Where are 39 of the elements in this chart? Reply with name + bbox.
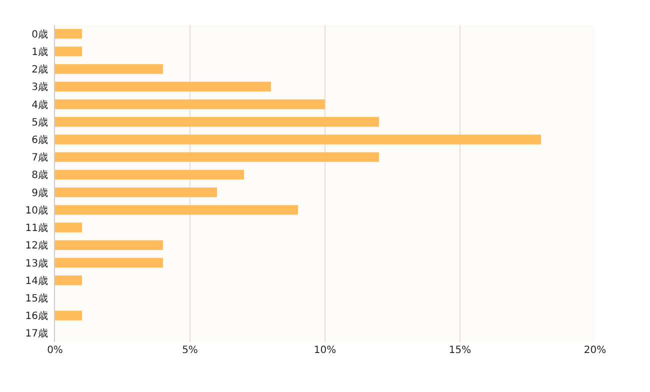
y-tick-label: 9歳 — [32, 186, 48, 199]
y-tick-label: 16歳 — [25, 310, 48, 322]
bar — [55, 64, 163, 74]
bar — [55, 99, 325, 110]
y-tick-label: 6歳 — [32, 134, 48, 146]
bar — [55, 222, 82, 232]
bar — [55, 310, 82, 320]
bar — [55, 28, 82, 39]
y-tick-label: 5歳 — [32, 116, 48, 128]
bar — [55, 187, 217, 198]
y-tick-label: 3歳 — [32, 81, 48, 94]
y-tick-label: 13歳 — [25, 257, 48, 270]
y-tick-label: 17歳 — [25, 328, 48, 340]
bar — [55, 240, 163, 250]
y-tick-label: 12歳 — [25, 240, 48, 252]
bar — [55, 276, 82, 286]
x-tick-label: 10% — [314, 345, 336, 356]
y-tick-label: 11歳 — [25, 222, 48, 234]
y-tick-label: 0歳 — [32, 28, 48, 40]
y-tick-label: 7歳 — [32, 152, 48, 164]
x-tick-label: 0% — [47, 345, 63, 356]
bar — [55, 82, 271, 92]
bar — [55, 134, 541, 144]
bar — [55, 170, 244, 180]
bar — [55, 205, 298, 215]
x-tick-label: 15% — [448, 345, 472, 356]
x-tick-label: 20% — [584, 345, 606, 356]
y-tick-label: 1歳 — [32, 46, 48, 58]
y-tick-label: 4歳 — [32, 98, 48, 111]
y-tick-label: 10歳 — [25, 204, 48, 216]
y-tick-label: 14歳 — [25, 274, 48, 287]
y-tick-label: 15歳 — [25, 292, 48, 304]
bar — [55, 258, 163, 268]
y-tick-label: 2歳 — [32, 64, 48, 76]
x-tick-label: 5% — [182, 345, 198, 356]
y-tick-label: 8歳 — [32, 169, 48, 182]
bar — [55, 46, 82, 56]
bar — [55, 117, 379, 127]
bar — [55, 152, 379, 162]
